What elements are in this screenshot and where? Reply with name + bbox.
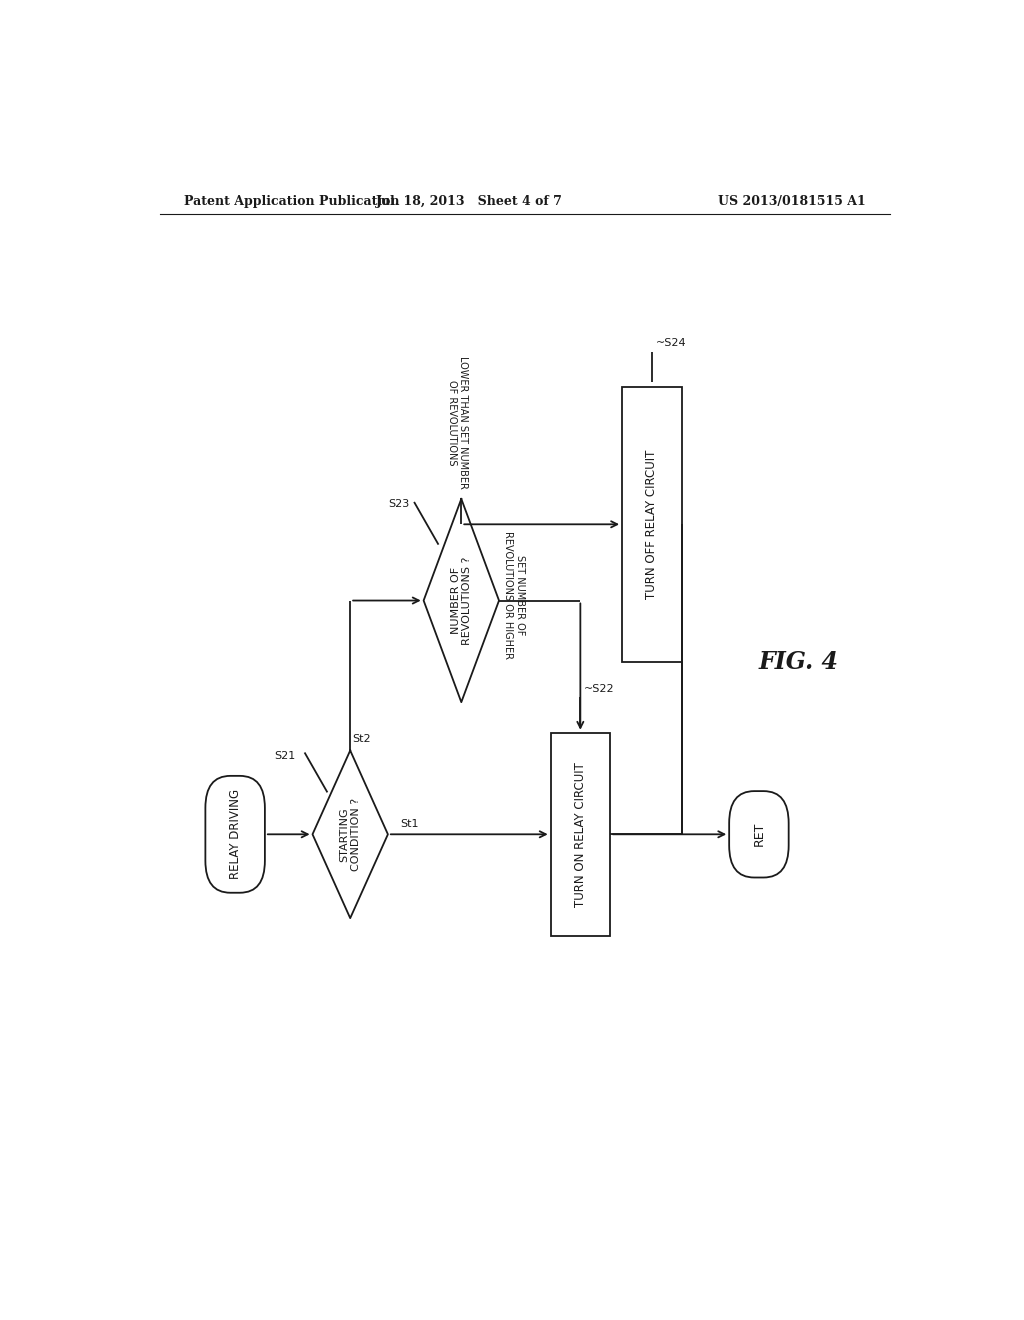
Polygon shape bbox=[312, 751, 388, 919]
Text: ~S22: ~S22 bbox=[585, 684, 615, 694]
Polygon shape bbox=[424, 499, 499, 702]
Text: St1: St1 bbox=[399, 820, 419, 829]
Text: TURN OFF RELAY CIRCUIT: TURN OFF RELAY CIRCUIT bbox=[645, 450, 658, 599]
Text: US 2013/0181515 A1: US 2013/0181515 A1 bbox=[718, 194, 866, 207]
Text: ~S24: ~S24 bbox=[655, 338, 686, 348]
Text: NUMBER OF
REVOLUTIONS ?: NUMBER OF REVOLUTIONS ? bbox=[451, 556, 472, 644]
Text: LOWER THAN SET NUMBER
OF REVOLUTIONS: LOWER THAN SET NUMBER OF REVOLUTIONS bbox=[446, 356, 468, 488]
Text: RELAY DRIVING: RELAY DRIVING bbox=[228, 789, 242, 879]
Text: St2: St2 bbox=[352, 734, 371, 744]
Text: TURN ON RELAY CIRCUIT: TURN ON RELAY CIRCUIT bbox=[573, 762, 587, 907]
FancyBboxPatch shape bbox=[729, 791, 788, 878]
Text: S23: S23 bbox=[388, 499, 410, 510]
Text: S21: S21 bbox=[274, 751, 296, 760]
Text: STARTING
CONDITION ?: STARTING CONDITION ? bbox=[339, 797, 361, 871]
Text: Patent Application Publication: Patent Application Publication bbox=[183, 194, 399, 207]
Text: SET NUMBER OF
REVOLUTIONS OR HIGHER: SET NUMBER OF REVOLUTIONS OR HIGHER bbox=[503, 532, 524, 660]
Bar bbox=[622, 387, 682, 661]
Text: RET: RET bbox=[753, 822, 765, 846]
Text: Jul. 18, 2013   Sheet 4 of 7: Jul. 18, 2013 Sheet 4 of 7 bbox=[376, 194, 562, 207]
Bar bbox=[551, 733, 610, 936]
Text: FIG. 4: FIG. 4 bbox=[759, 649, 839, 673]
FancyBboxPatch shape bbox=[206, 776, 265, 892]
